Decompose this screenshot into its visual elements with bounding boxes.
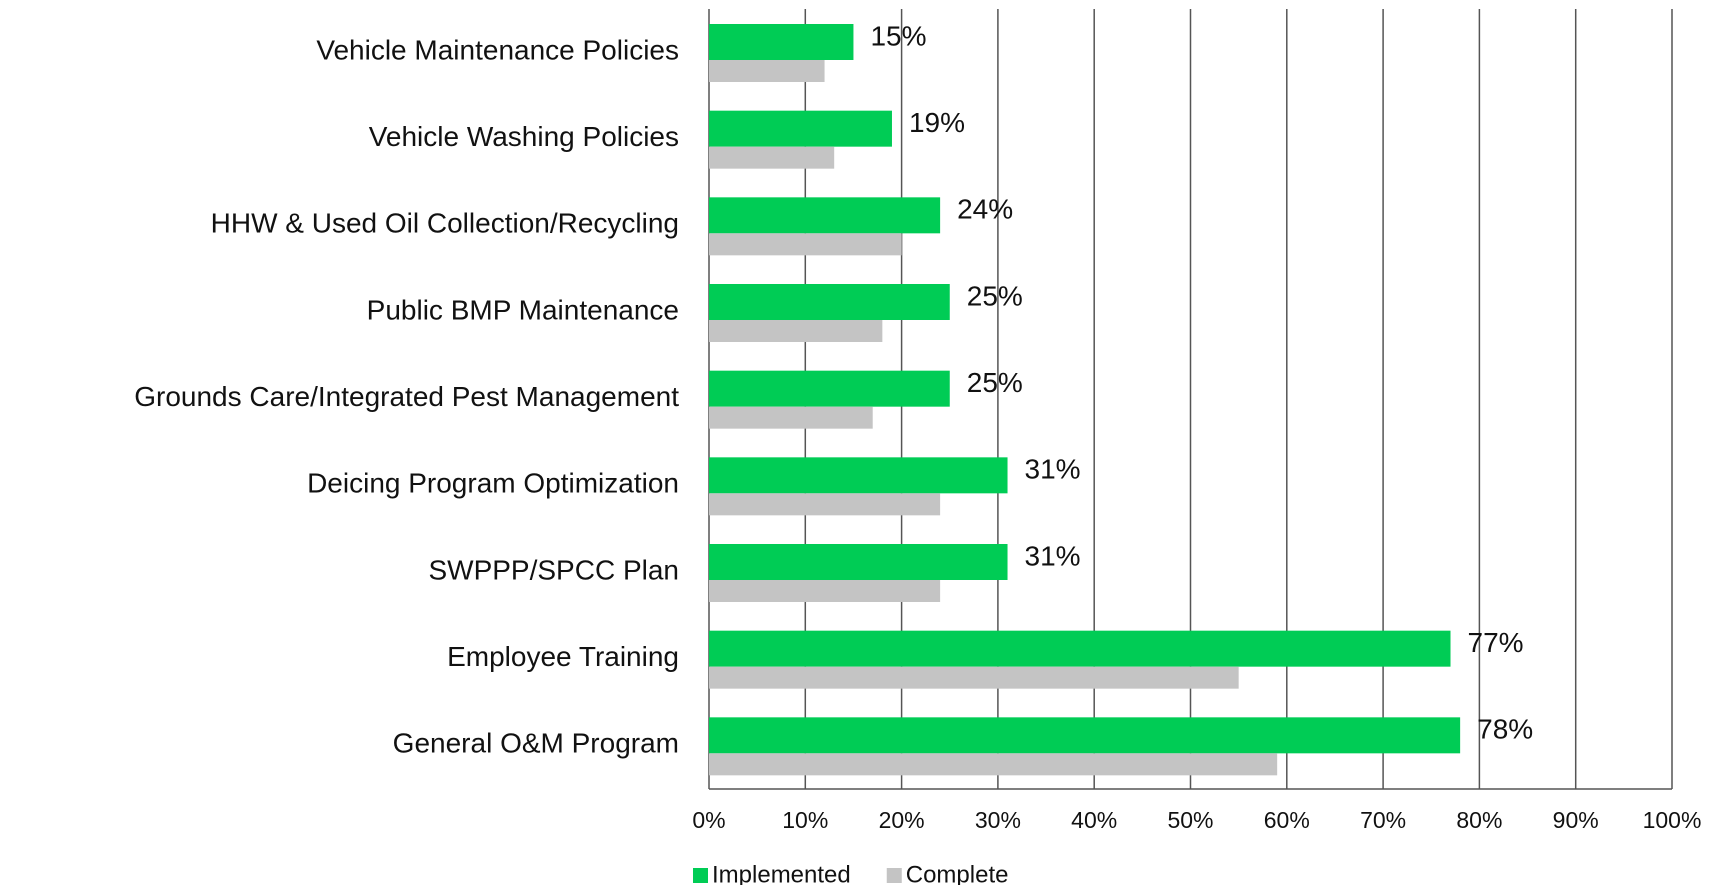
bar xyxy=(709,233,902,256)
value-label: 15% xyxy=(870,20,926,51)
bar xyxy=(709,580,941,602)
x-tick-label: 30% xyxy=(975,807,1021,833)
y-tick-label: HHW & Used Oil Collection/Recycling xyxy=(211,208,679,239)
bar xyxy=(709,320,883,342)
x-tick-label: 90% xyxy=(1553,807,1599,833)
bar xyxy=(709,406,873,429)
bar xyxy=(709,666,1239,689)
y-tick-label: General O&M Program xyxy=(393,728,679,759)
x-tick-label: 10% xyxy=(782,807,828,833)
y-tick-label: Vehicle Washing Policies xyxy=(369,121,679,152)
bar xyxy=(709,753,1278,776)
x-tick-label: 0% xyxy=(692,807,725,833)
value-label: 31% xyxy=(1025,540,1081,571)
x-tick-label: 50% xyxy=(1167,807,1213,833)
bar xyxy=(709,493,941,516)
legend-label: Complete xyxy=(906,861,1009,885)
bar xyxy=(709,717,1461,754)
y-tick-label: Employee Training xyxy=(447,641,679,672)
x-tick-label: 20% xyxy=(879,807,925,833)
value-label: 77% xyxy=(1468,627,1524,658)
value-label: 78% xyxy=(1477,714,1533,745)
y-tick-label: Vehicle Maintenance Policies xyxy=(316,34,679,65)
value-label: 31% xyxy=(1025,454,1081,485)
x-tick-label: 60% xyxy=(1264,807,1310,833)
y-tick-label: SWPPP/SPCC Plan xyxy=(428,554,679,585)
x-tick-label: 80% xyxy=(1456,807,1502,833)
bar xyxy=(709,630,1451,667)
value-label: 19% xyxy=(909,107,965,138)
x-tick-label: 100% xyxy=(1643,807,1702,833)
bar xyxy=(709,544,1008,580)
value-label: 25% xyxy=(967,367,1023,398)
bar xyxy=(709,24,854,60)
y-tick-label: Deicing Program Optimization xyxy=(307,468,679,499)
y-tick-label: Grounds Care/Integrated Pest Management xyxy=(134,381,679,412)
bar xyxy=(709,146,835,169)
bar xyxy=(709,370,950,407)
bar xyxy=(709,60,825,82)
x-tick-label: 70% xyxy=(1360,807,1406,833)
legend-label: Implemented xyxy=(712,861,851,885)
x-tick-label: 40% xyxy=(1071,807,1117,833)
bar xyxy=(709,197,941,234)
bar xyxy=(709,110,892,147)
legend-swatch xyxy=(693,868,708,883)
y-tick-label: Public BMP Maintenance xyxy=(367,294,679,325)
bar xyxy=(709,457,1008,494)
value-label: 24% xyxy=(957,194,1013,225)
value-label: 25% xyxy=(967,280,1023,311)
legend-swatch xyxy=(886,868,902,883)
bar xyxy=(709,284,950,320)
